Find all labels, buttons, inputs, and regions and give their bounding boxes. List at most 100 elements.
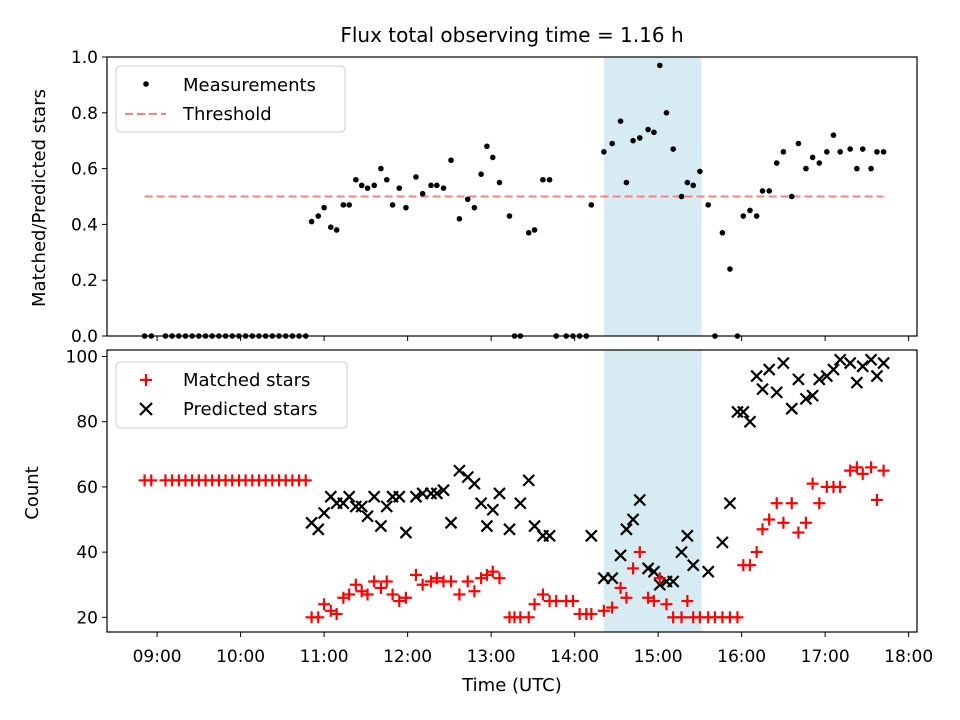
predicted-star-point [342, 490, 356, 503]
measurement-point [489, 154, 496, 161]
measurement-point [478, 171, 484, 177]
measurement-point [623, 179, 630, 186]
predicted-star-point [409, 490, 423, 503]
measurement-point [824, 149, 830, 155]
measurement-point [859, 146, 866, 152]
predicted-star-point [850, 376, 864, 389]
measurement-point [346, 202, 352, 208]
predicted-star-point [430, 487, 444, 500]
measurement-point [874, 149, 880, 155]
matched-star-point [756, 523, 769, 536]
matched-star-point [620, 591, 633, 604]
legend-predicted: Predicted stars [183, 399, 317, 420]
predicted-star-point [486, 503, 500, 517]
matched-star-point [681, 595, 694, 608]
predicted-star-point [856, 360, 869, 373]
predicted-star-point [641, 562, 655, 575]
measurement-point [773, 160, 780, 166]
top-axes-frame [106, 56, 918, 337]
matched-star-point [606, 601, 619, 614]
measurement-point [588, 202, 595, 208]
predicted-star-point [666, 575, 680, 588]
matched-star-point [731, 611, 744, 624]
top-panel: 0.0 0.2 0.4 0.6 0.8 1.0 Measurements Threshol… [29, 48, 918, 347]
x-tick-label: 10:00 [216, 647, 265, 667]
matched-star-point [813, 497, 826, 510]
matched-star-point [834, 480, 847, 493]
bottom-legend-box [115, 361, 348, 429]
measurement-point [496, 179, 503, 186]
top-y-tick-label: 0.2 [71, 271, 98, 291]
matched-star-point [145, 474, 158, 487]
measurement-point [663, 110, 670, 116]
matched-star-point [380, 575, 393, 588]
measurement-marker-icon [143, 81, 149, 87]
predicted-star-point [716, 536, 729, 549]
measurement-point [358, 182, 365, 189]
measurement-point [753, 213, 760, 219]
measurement-point [333, 227, 340, 233]
measurement-point [868, 165, 874, 172]
matched-star-point [445, 575, 458, 588]
predicted-star-point [493, 487, 506, 500]
measurement-point [678, 193, 685, 200]
matched-star-point [585, 608, 598, 621]
matched-star-point [409, 568, 422, 581]
bottom-highlight-span [603, 350, 702, 632]
measurement-point [837, 149, 843, 155]
measurement-point [684, 179, 691, 186]
matched-star-point [633, 546, 646, 559]
measurement-point [353, 176, 359, 183]
measurement-point [809, 154, 816, 161]
measurement-point [456, 216, 463, 222]
predicted-star-point [756, 382, 769, 396]
top-y-ticks: 0.0 0.2 0.4 0.6 0.8 1.0 [71, 48, 107, 347]
bottom-axes-frame [106, 349, 918, 633]
measurement-point [657, 62, 663, 69]
measurement-point [327, 224, 334, 230]
measurement-point [321, 204, 327, 211]
matched-star-point [522, 611, 535, 624]
top-legend-box [115, 65, 346, 133]
predicted-star-point [806, 389, 819, 402]
predicted-star-point [543, 529, 556, 543]
predicted-star-point [437, 483, 450, 497]
measurement-point [697, 168, 703, 175]
matched-star-point [614, 581, 627, 594]
x-tick-label: 18:00 [884, 647, 933, 667]
predicted-star-point [681, 529, 694, 543]
matched-star-point [330, 608, 343, 621]
measurement-point [378, 165, 384, 172]
top-y-tick-label: 0.4 [71, 215, 98, 235]
matched-star-point [597, 604, 610, 617]
measurement-point [383, 176, 390, 183]
measurement-point [880, 149, 887, 155]
x-tick-label: 12:00 [383, 647, 432, 667]
measurement-point [854, 165, 860, 172]
predicted-star-point [870, 369, 884, 383]
bottom-legend: Matched stars Predicted stars [115, 361, 348, 429]
measurement-point [651, 129, 657, 136]
top-y-label: Matched/Predicted stars [29, 89, 50, 307]
predicted-star-point [361, 509, 374, 523]
measurement-point [747, 207, 753, 214]
measurement-point [780, 149, 787, 155]
matched-star-point [777, 516, 790, 529]
matched-star-point [850, 461, 863, 474]
measurement-point [705, 202, 712, 208]
predicted-star-point [503, 523, 516, 536]
predicted-star-point [843, 356, 857, 370]
matched-star-point [318, 598, 331, 611]
bottom-x-ticks: 09:00 10:00 11:00 12:00 13:00 14:00 15:00 16:00… [133, 632, 933, 667]
predicted-star-point [770, 386, 783, 399]
matched-star-point [361, 588, 374, 601]
measurement-point [795, 140, 802, 147]
predicted-star-point [792, 373, 805, 386]
legend-measurements: Measurements [183, 75, 316, 96]
matched-star-point [536, 588, 549, 601]
matched-stars-points [138, 461, 890, 624]
top-y-tick-label: 0.6 [71, 160, 98, 180]
matched-star-point [750, 546, 763, 559]
top-y-tick-label: 1.0 [71, 48, 98, 68]
